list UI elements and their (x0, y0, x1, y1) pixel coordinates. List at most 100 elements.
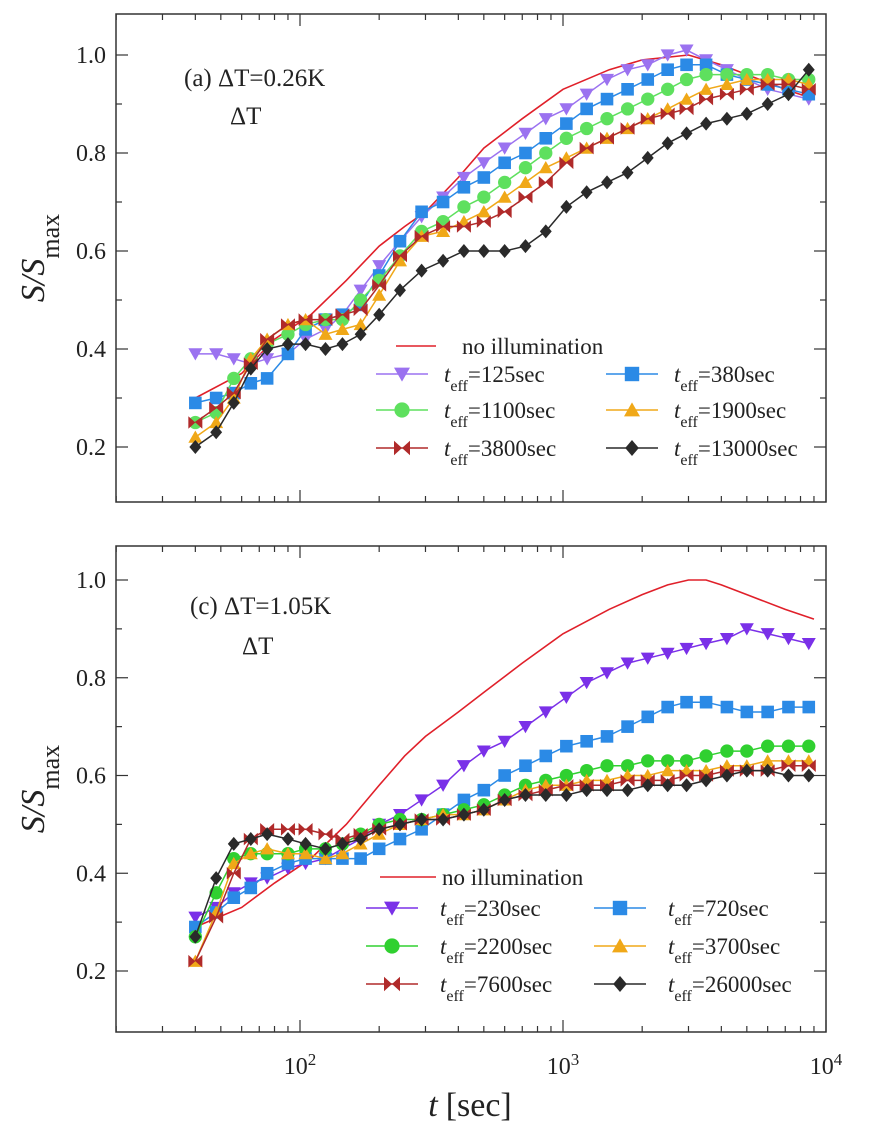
data-point (579, 121, 594, 136)
data-point (641, 150, 654, 165)
data-point (661, 754, 675, 768)
data-point (476, 745, 491, 758)
data-point (456, 220, 471, 233)
data-point (189, 440, 202, 454)
data-point (679, 44, 694, 57)
data-point (476, 157, 491, 170)
legend-label: teff=3800sec (444, 436, 556, 469)
data-point (740, 744, 754, 758)
data-point (640, 112, 655, 125)
data-point (498, 769, 511, 782)
legend-label: teff=230sec (440, 896, 541, 929)
data-point (298, 313, 313, 326)
data-point (781, 759, 796, 773)
data-point (720, 700, 734, 714)
data-point (456, 760, 471, 773)
panel-annotation-sub: ΔT (230, 103, 261, 130)
data-point (661, 778, 674, 793)
data-point (801, 637, 816, 651)
data-point (539, 788, 552, 803)
data-point (579, 677, 594, 690)
data-point (281, 347, 295, 361)
data-point (354, 852, 367, 865)
data-point (261, 827, 274, 842)
data-point (188, 430, 203, 443)
panel-annotation-sub: ΔT (242, 633, 273, 660)
legend-swatch-marker (394, 402, 410, 418)
legend-label: teff=13000sec (674, 436, 798, 469)
data-point (261, 342, 274, 356)
data-point (621, 783, 634, 798)
data-point (244, 881, 258, 895)
data-point (560, 117, 573, 130)
data-point (436, 220, 451, 233)
data-point (641, 754, 655, 768)
legend-label: teff=2200sec (440, 934, 552, 967)
data-point (518, 161, 533, 175)
data-point (761, 705, 774, 719)
data-point (641, 73, 655, 86)
legend-swatch-marker (612, 938, 628, 953)
data-point (760, 628, 775, 641)
data-point (319, 841, 332, 856)
data-point (661, 700, 674, 714)
legend-swatch-marker (613, 976, 627, 992)
data-point (457, 244, 470, 258)
data-point (739, 72, 754, 86)
data-point (354, 327, 367, 342)
data-point (436, 779, 451, 792)
y-tick-label: 0.2 (76, 959, 106, 985)
data-point (477, 244, 490, 258)
panel-c: 0.2 0.4 0.6 0.8 1.0 S/Smax (c) ΔT=1.05K ΔT no il… (15, 545, 827, 1033)
data-point (298, 847, 313, 860)
data-point (640, 59, 655, 72)
data-point (600, 759, 614, 773)
data-point (519, 759, 532, 773)
y-tick-label: 0.6 (76, 239, 106, 265)
data-point (318, 327, 333, 340)
data-point (539, 132, 553, 145)
data-point (579, 88, 594, 101)
data-point (680, 778, 693, 793)
y-axis-title: S/Smax (15, 214, 65, 302)
data-point (518, 175, 533, 188)
legend-swatch-marker (394, 440, 410, 456)
data-point (189, 929, 202, 944)
data-point (620, 774, 635, 787)
data-point (621, 720, 634, 733)
plot-frame (115, 545, 827, 1033)
data-point (660, 49, 675, 62)
data-point (518, 127, 533, 141)
data-point (260, 866, 274, 880)
data-point (280, 318, 295, 331)
data-point (761, 763, 774, 778)
data-point (802, 62, 815, 77)
legend-swatch-marker (612, 900, 628, 916)
shared-x-axis: 102 103 104 t [sec] (284, 1050, 843, 1125)
x-tick-label: 102 (284, 1050, 317, 1081)
data-point (318, 313, 333, 326)
data-point (719, 77, 734, 90)
data-point (209, 391, 223, 405)
data-point (498, 244, 511, 258)
data-point (298, 822, 313, 836)
data-point (739, 83, 754, 96)
data-point (560, 788, 573, 803)
data-point (559, 691, 574, 704)
data-point (641, 778, 654, 793)
data-point (720, 111, 733, 126)
data-point (719, 87, 734, 101)
legend-swatch-marker (384, 901, 400, 916)
data-point (498, 156, 511, 170)
data-point (600, 730, 614, 743)
data-point (188, 416, 203, 429)
data-point (476, 215, 491, 228)
data-point (600, 92, 614, 106)
data-point (699, 92, 714, 106)
data-point (188, 911, 203, 924)
data-point (559, 131, 574, 145)
data-point (189, 396, 202, 410)
data-point (661, 63, 674, 76)
data-point (336, 836, 349, 851)
